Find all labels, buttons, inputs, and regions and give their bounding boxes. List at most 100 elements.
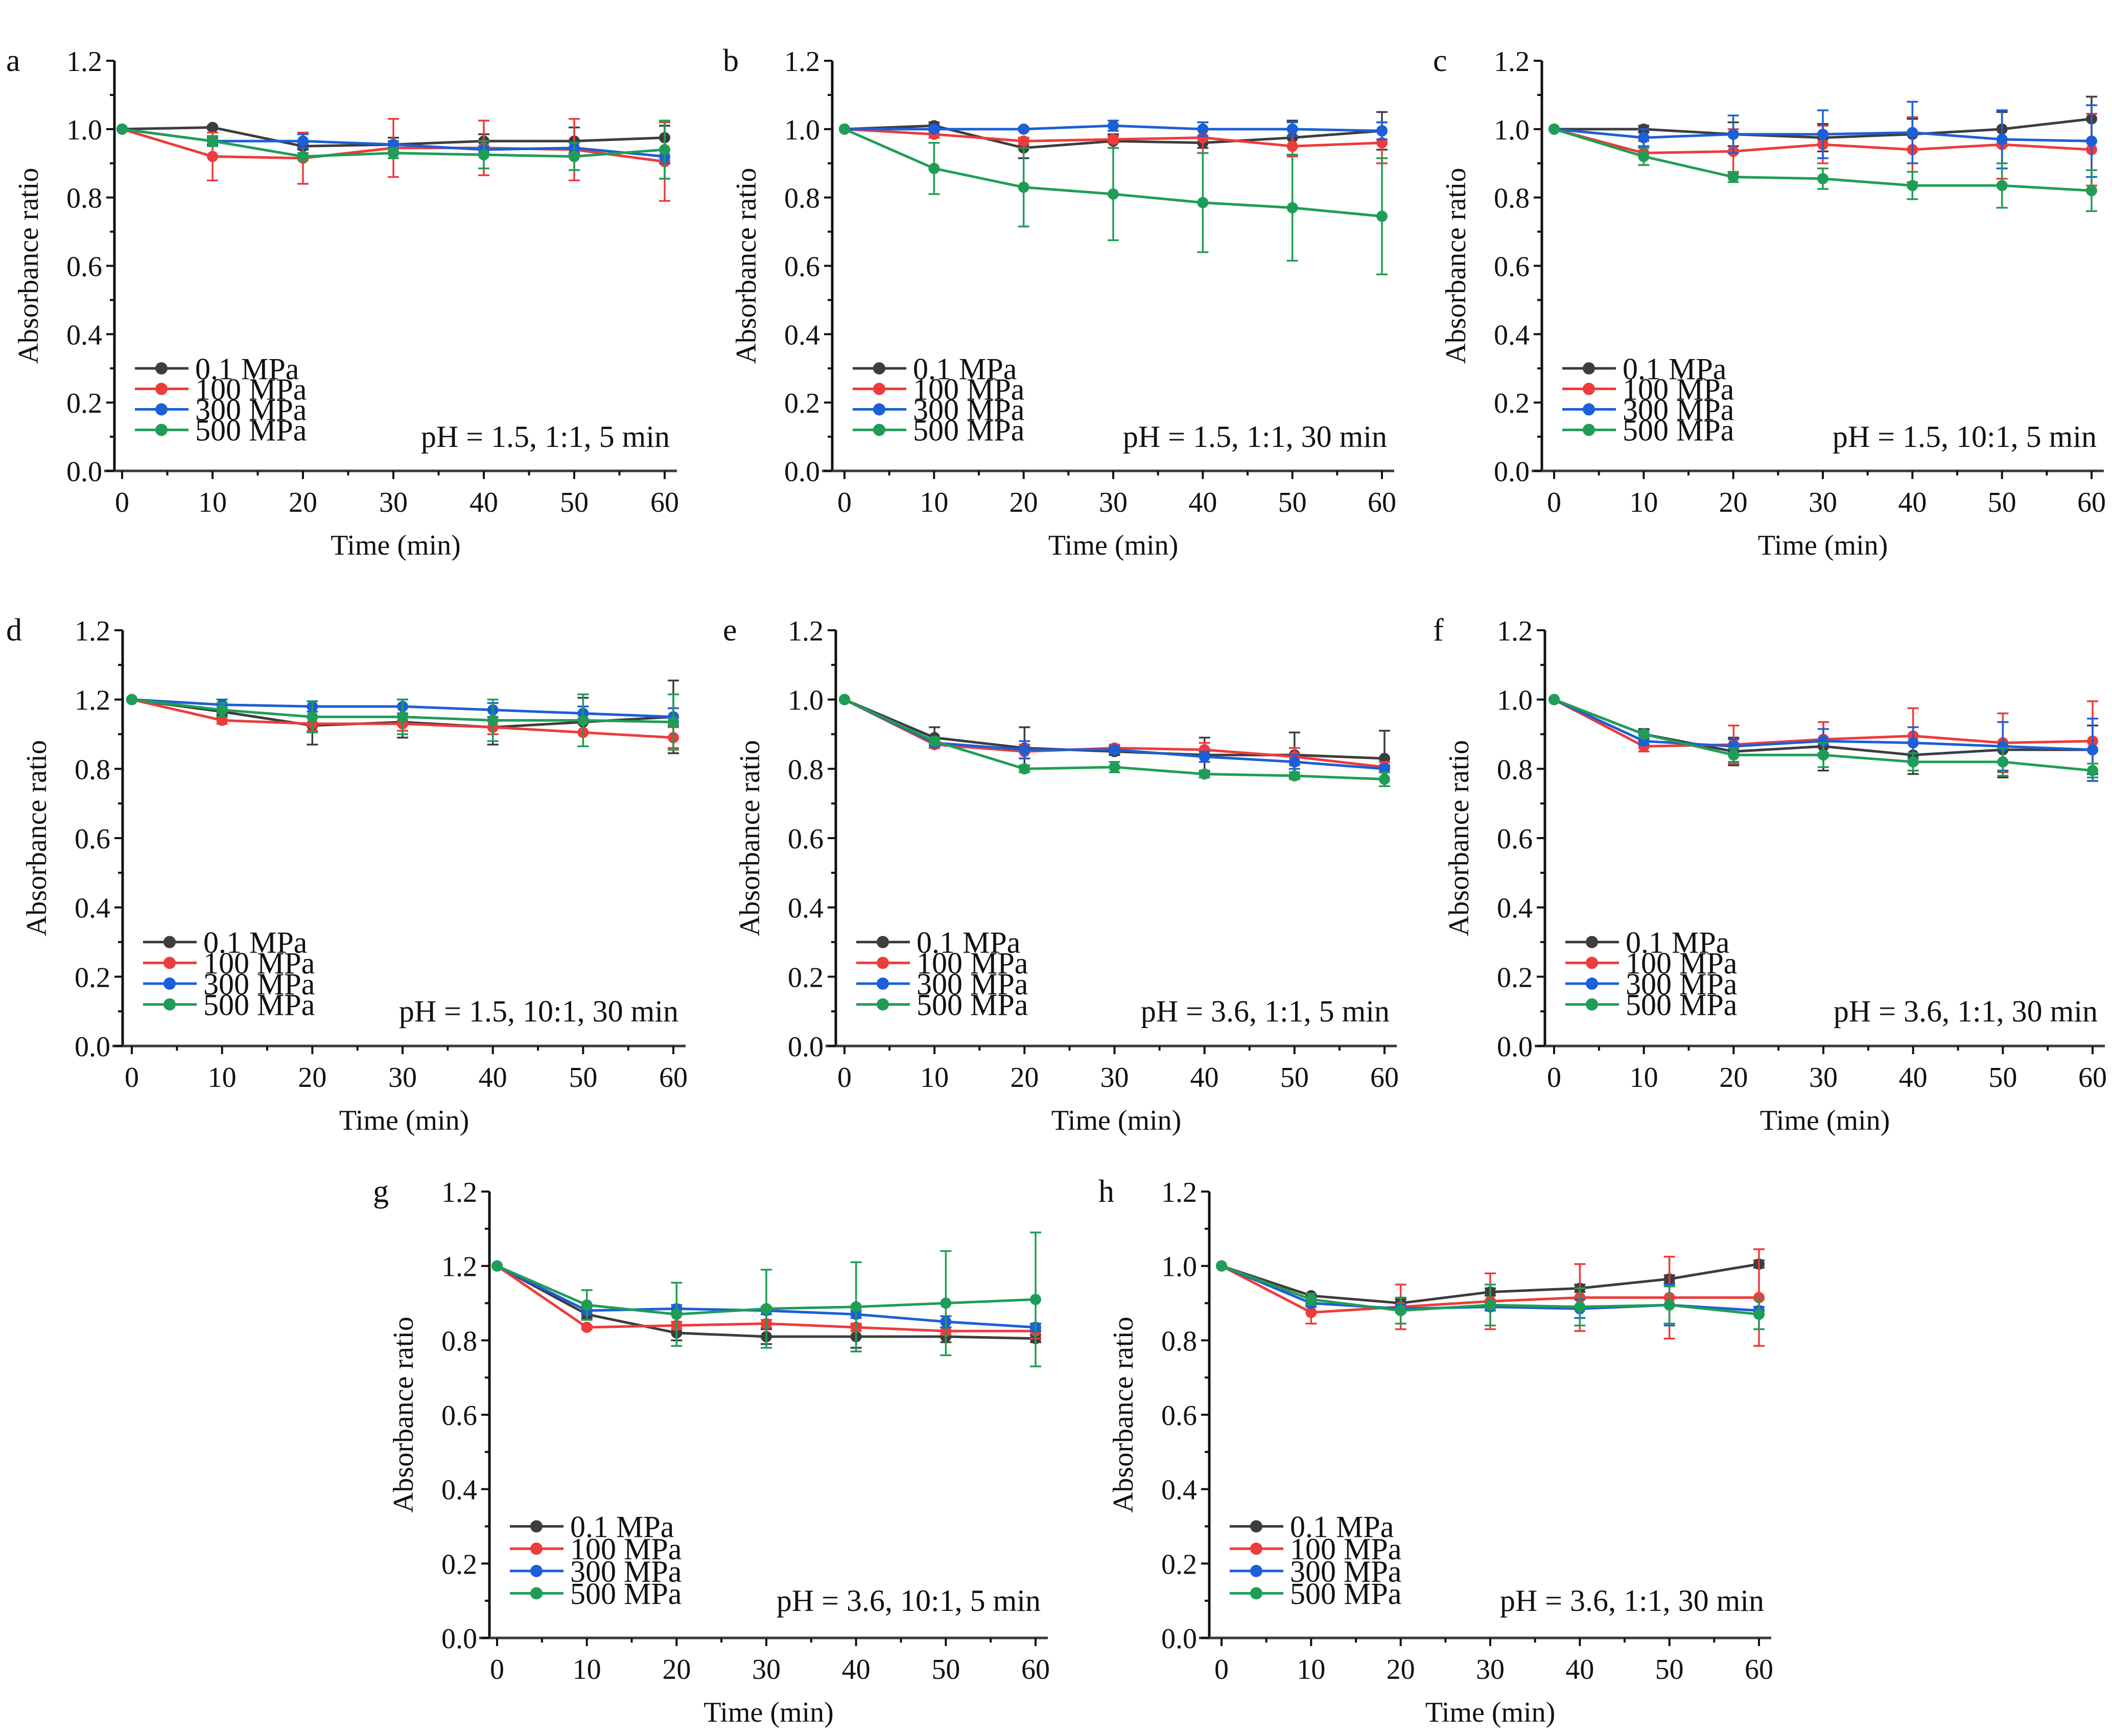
data-point bbox=[207, 135, 218, 147]
panel-letter: d bbox=[6, 613, 22, 648]
x-tick-label: 60 bbox=[659, 1062, 688, 1093]
y-tick-label: 0.6 bbox=[784, 251, 820, 283]
data-point bbox=[1997, 756, 2009, 768]
legend-marker bbox=[1250, 1542, 1262, 1555]
legend-label: 100 MPa bbox=[570, 1532, 682, 1566]
legend-marker bbox=[873, 362, 885, 375]
data-point bbox=[491, 1260, 503, 1272]
panel-letter: g bbox=[373, 1174, 389, 1209]
panel-c: c 0.0 0.2 0.4 0.6 0.8 1.0 1.2 0 10 20 30 40 50 60 Time … bbox=[1433, 43, 2106, 561]
panel-letter: a bbox=[6, 43, 20, 78]
x-tick-label: 40 bbox=[1188, 487, 1217, 518]
data-point bbox=[1286, 123, 1298, 135]
x-tick-label: 30 bbox=[379, 487, 408, 518]
data-point bbox=[1907, 737, 1919, 749]
data-point bbox=[1485, 1299, 1496, 1311]
data-point bbox=[1548, 694, 1560, 705]
panel-letter: c bbox=[1433, 43, 1447, 78]
legend-label: 0.1 MPa bbox=[195, 352, 299, 386]
x-tick-label: 40 bbox=[1899, 1062, 1928, 1093]
y-tick-label: 0.8 bbox=[1161, 1325, 1197, 1357]
legend-item: 300 MPa bbox=[1565, 967, 1737, 1001]
legend-label: 300 MPa bbox=[203, 967, 315, 1001]
data-point bbox=[1728, 749, 1740, 761]
x-tick-label: 50 bbox=[560, 487, 589, 518]
data-point bbox=[1286, 140, 1298, 152]
y-axis-title: Absorbance ratio bbox=[388, 1317, 419, 1513]
condition-annotation: pH = 1.5, 10:1, 5 min bbox=[1833, 420, 2097, 454]
x-tick-label: 40 bbox=[842, 1654, 871, 1685]
legend-label: 100 MPa bbox=[917, 946, 1028, 980]
y-tick-label: 0.6 bbox=[75, 823, 110, 855]
y-tick-label: 0.2 bbox=[784, 388, 820, 419]
legend-item: 300 MPa bbox=[1562, 393, 1734, 427]
legend-marker bbox=[155, 362, 168, 375]
legend-marker bbox=[873, 383, 885, 395]
y-tick-label: 0.4 bbox=[1161, 1475, 1197, 1506]
y-tick-label: 0.0 bbox=[441, 1623, 477, 1655]
legend-marker bbox=[530, 1520, 543, 1533]
data-point bbox=[1638, 132, 1650, 144]
y-tick-label: 1.2 bbox=[75, 615, 110, 647]
panel-e: e 0.0 0.2 0.4 0.6 0.8 1.0 1.2 0 10 20 30 40 50 60 Time … bbox=[723, 613, 1399, 1136]
data-point bbox=[1286, 202, 1298, 213]
x-tick-label: 60 bbox=[2078, 1062, 2107, 1093]
y-tick-label: 1.0 bbox=[1497, 685, 1533, 717]
y-tick-label: 0.0 bbox=[1494, 456, 1530, 488]
data-point bbox=[839, 694, 850, 705]
data-point bbox=[659, 144, 670, 155]
y-tick-label: 0.0 bbox=[1161, 1623, 1197, 1655]
y-tick-label: 0.2 bbox=[1494, 388, 1530, 419]
panel-h: h 0.0 0.2 0.4 0.6 0.8 1.0 1.2 0 10 20 30 40 50 60 Time … bbox=[1098, 1174, 1773, 1728]
y-tick-label: 0.4 bbox=[441, 1475, 477, 1506]
data-point bbox=[1018, 181, 1029, 193]
legend-item: 500 MPa bbox=[853, 414, 1024, 447]
legend-marker bbox=[155, 403, 168, 416]
legend-marker bbox=[1586, 998, 1598, 1011]
legend-label: 0.1 MPa bbox=[917, 926, 1020, 960]
data-point bbox=[478, 149, 489, 161]
series-500-mpa bbox=[1216, 1260, 1765, 1330]
x-tick-label: 0 bbox=[115, 487, 129, 518]
legend-label: 300 MPa bbox=[1290, 1555, 1401, 1588]
legend-marker bbox=[877, 957, 889, 969]
legend-item: 100 MPa bbox=[856, 946, 1028, 980]
x-tick-label: 30 bbox=[388, 1062, 417, 1093]
legend-item: 300 MPa bbox=[135, 393, 307, 427]
condition-annotation: pH = 1.5, 1:1, 30 min bbox=[1123, 420, 1387, 454]
x-tick-label: 20 bbox=[289, 487, 317, 518]
y-tick-label: 0.2 bbox=[1161, 1549, 1197, 1580]
legend-label: 0.1 MPa bbox=[1290, 1510, 1394, 1544]
x-tick-label: 40 bbox=[1565, 1654, 1594, 1685]
data-point bbox=[397, 711, 408, 723]
legend-item: 0.1 MPa bbox=[1565, 926, 1729, 960]
x-tick-label: 60 bbox=[1745, 1654, 1773, 1685]
legend-marker bbox=[1250, 1564, 1262, 1577]
x-tick-label: 20 bbox=[1719, 487, 1748, 518]
legend-label: 100 MPa bbox=[1626, 946, 1737, 980]
x-tick-label: 20 bbox=[1010, 487, 1038, 518]
y-tick-label: 0.2 bbox=[788, 962, 824, 993]
panel-b: b 0.0 0.2 0.4 0.6 0.8 1.0 1.2 0 10 20 30 40 50 60 Time … bbox=[723, 43, 1396, 561]
data-point bbox=[1907, 127, 1918, 138]
data-point bbox=[1197, 123, 1209, 135]
data-point bbox=[1728, 741, 1740, 752]
legend-item: 300 MPa bbox=[143, 967, 315, 1001]
legend-label: 500 MPa bbox=[1290, 1577, 1401, 1611]
x-tick-label: 20 bbox=[1387, 1654, 1415, 1685]
data-point bbox=[297, 151, 309, 162]
data-point bbox=[761, 1303, 772, 1315]
data-point bbox=[1753, 1292, 1765, 1303]
y-tick-label: 0.6 bbox=[788, 823, 824, 855]
panel-d: d 0.0 0.2 0.4 0.6 0.8 1.2 1.2 0 10 20 30 40 50 60 Time … bbox=[6, 613, 688, 1136]
y-tick-label: 1.2 bbox=[1494, 46, 1530, 78]
y-tick-label: 0.8 bbox=[441, 1325, 477, 1357]
y-tick-label: 0.8 bbox=[1497, 754, 1533, 786]
y-tick-label: 0.2 bbox=[1497, 962, 1533, 993]
x-tick-label: 20 bbox=[1010, 1062, 1039, 1093]
series-500-mpa bbox=[1548, 123, 2097, 212]
y-axis-title: Absorbance ratio bbox=[13, 168, 44, 364]
legend-marker bbox=[1583, 383, 1595, 395]
data-point bbox=[207, 151, 218, 162]
data-point bbox=[1108, 133, 1119, 145]
